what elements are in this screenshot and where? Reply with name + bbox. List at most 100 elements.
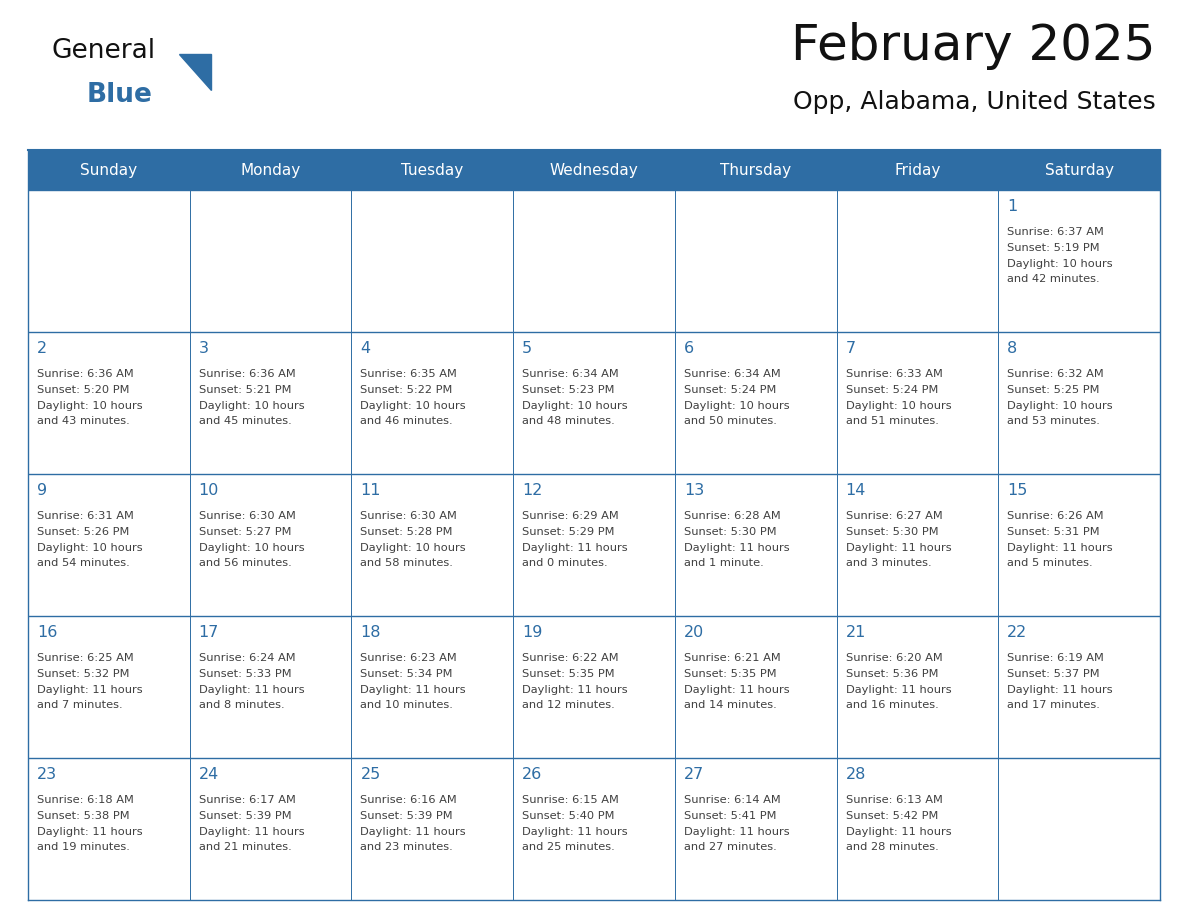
Bar bbox=[513, 616, 675, 758]
Text: February 2025: February 2025 bbox=[791, 22, 1156, 70]
Text: 7: 7 bbox=[846, 341, 855, 356]
Text: 8: 8 bbox=[1007, 341, 1018, 356]
Text: 1: 1 bbox=[1007, 199, 1018, 214]
Bar bbox=[836, 332, 998, 474]
Bar bbox=[352, 758, 513, 900]
Text: Daylight: 10 hours: Daylight: 10 hours bbox=[360, 400, 466, 410]
Text: Daylight: 11 hours: Daylight: 11 hours bbox=[1007, 685, 1113, 695]
Text: and 46 minutes.: and 46 minutes. bbox=[360, 417, 453, 426]
Text: and 51 minutes.: and 51 minutes. bbox=[846, 417, 939, 426]
Text: 15: 15 bbox=[1007, 483, 1028, 498]
Text: Saturday: Saturday bbox=[1044, 162, 1113, 177]
Text: Sunset: 5:35 PM: Sunset: 5:35 PM bbox=[523, 669, 614, 678]
Text: Sunrise: 6:33 AM: Sunrise: 6:33 AM bbox=[846, 369, 942, 379]
Text: Sunrise: 6:14 AM: Sunrise: 6:14 AM bbox=[684, 795, 781, 805]
Text: 6: 6 bbox=[684, 341, 694, 356]
Text: Sunrise: 6:37 AM: Sunrise: 6:37 AM bbox=[1007, 227, 1104, 237]
Bar bbox=[352, 332, 513, 474]
Text: Sunset: 5:33 PM: Sunset: 5:33 PM bbox=[198, 669, 291, 678]
Text: and 42 minutes.: and 42 minutes. bbox=[1007, 274, 1100, 285]
Text: Sunset: 5:39 PM: Sunset: 5:39 PM bbox=[198, 811, 291, 821]
Text: Sunset: 5:34 PM: Sunset: 5:34 PM bbox=[360, 669, 453, 678]
Text: 13: 13 bbox=[684, 483, 704, 498]
Text: Sunrise: 6:18 AM: Sunrise: 6:18 AM bbox=[37, 795, 134, 805]
Bar bbox=[29, 616, 190, 758]
Bar bbox=[29, 758, 190, 900]
Bar bbox=[29, 474, 190, 616]
Text: and 43 minutes.: and 43 minutes. bbox=[37, 417, 129, 426]
Text: Daylight: 11 hours: Daylight: 11 hours bbox=[523, 826, 627, 836]
Bar bbox=[29, 150, 1159, 190]
Text: Sunrise: 6:28 AM: Sunrise: 6:28 AM bbox=[684, 511, 781, 521]
Text: and 25 minutes.: and 25 minutes. bbox=[523, 843, 615, 853]
Bar bbox=[29, 332, 190, 474]
Text: Sunrise: 6:36 AM: Sunrise: 6:36 AM bbox=[198, 369, 296, 379]
Bar bbox=[190, 616, 352, 758]
Text: Sunset: 5:39 PM: Sunset: 5:39 PM bbox=[360, 811, 453, 821]
Text: and 58 minutes.: and 58 minutes. bbox=[360, 558, 454, 568]
Text: Sunrise: 6:34 AM: Sunrise: 6:34 AM bbox=[523, 369, 619, 379]
Text: Sunset: 5:29 PM: Sunset: 5:29 PM bbox=[523, 527, 614, 537]
Text: Sunset: 5:41 PM: Sunset: 5:41 PM bbox=[684, 811, 776, 821]
Text: Sunrise: 6:25 AM: Sunrise: 6:25 AM bbox=[37, 653, 134, 663]
Text: Sunset: 5:30 PM: Sunset: 5:30 PM bbox=[684, 527, 777, 537]
Text: Daylight: 11 hours: Daylight: 11 hours bbox=[523, 543, 627, 553]
Text: 24: 24 bbox=[198, 767, 219, 782]
Bar bbox=[836, 616, 998, 758]
Text: Daylight: 11 hours: Daylight: 11 hours bbox=[1007, 543, 1113, 553]
Text: 9: 9 bbox=[37, 483, 48, 498]
Bar bbox=[513, 758, 675, 900]
Text: Daylight: 11 hours: Daylight: 11 hours bbox=[198, 685, 304, 695]
Text: 18: 18 bbox=[360, 625, 381, 640]
Text: and 27 minutes.: and 27 minutes. bbox=[684, 843, 777, 853]
Text: Sunrise: 6:30 AM: Sunrise: 6:30 AM bbox=[198, 511, 296, 521]
Text: Monday: Monday bbox=[240, 162, 301, 177]
Text: Sunset: 5:32 PM: Sunset: 5:32 PM bbox=[37, 669, 129, 678]
Text: and 1 minute.: and 1 minute. bbox=[684, 558, 764, 568]
Text: Daylight: 11 hours: Daylight: 11 hours bbox=[684, 826, 790, 836]
Text: Friday: Friday bbox=[895, 162, 941, 177]
Text: 14: 14 bbox=[846, 483, 866, 498]
Text: Sunset: 5:19 PM: Sunset: 5:19 PM bbox=[1007, 242, 1100, 252]
Text: 16: 16 bbox=[37, 625, 57, 640]
Text: Tuesday: Tuesday bbox=[402, 162, 463, 177]
Text: Daylight: 11 hours: Daylight: 11 hours bbox=[198, 826, 304, 836]
Text: Sunset: 5:35 PM: Sunset: 5:35 PM bbox=[684, 669, 777, 678]
Text: 23: 23 bbox=[37, 767, 57, 782]
Text: Daylight: 10 hours: Daylight: 10 hours bbox=[198, 543, 304, 553]
Text: Sunset: 5:28 PM: Sunset: 5:28 PM bbox=[360, 527, 453, 537]
Bar bbox=[29, 190, 190, 332]
Text: Sunset: 5:27 PM: Sunset: 5:27 PM bbox=[198, 527, 291, 537]
Text: Daylight: 11 hours: Daylight: 11 hours bbox=[37, 826, 143, 836]
Bar bbox=[190, 190, 352, 332]
Text: 27: 27 bbox=[684, 767, 704, 782]
Text: Sunrise: 6:30 AM: Sunrise: 6:30 AM bbox=[360, 511, 457, 521]
Text: Sunrise: 6:21 AM: Sunrise: 6:21 AM bbox=[684, 653, 781, 663]
Text: and 3 minutes.: and 3 minutes. bbox=[846, 558, 931, 568]
Text: Sunset: 5:25 PM: Sunset: 5:25 PM bbox=[1007, 385, 1100, 395]
Text: and 5 minutes.: and 5 minutes. bbox=[1007, 558, 1093, 568]
Text: and 28 minutes.: and 28 minutes. bbox=[846, 843, 939, 853]
Text: Daylight: 11 hours: Daylight: 11 hours bbox=[37, 685, 143, 695]
Text: and 50 minutes.: and 50 minutes. bbox=[684, 417, 777, 426]
Text: Sunrise: 6:15 AM: Sunrise: 6:15 AM bbox=[523, 795, 619, 805]
Text: and 7 minutes.: and 7 minutes. bbox=[37, 700, 122, 711]
Text: and 19 minutes.: and 19 minutes. bbox=[37, 843, 129, 853]
Text: and 53 minutes.: and 53 minutes. bbox=[1007, 417, 1100, 426]
Bar bbox=[513, 332, 675, 474]
Text: Sunrise: 6:19 AM: Sunrise: 6:19 AM bbox=[1007, 653, 1104, 663]
Bar bbox=[675, 758, 836, 900]
Text: Daylight: 11 hours: Daylight: 11 hours bbox=[360, 685, 466, 695]
Text: 22: 22 bbox=[1007, 625, 1028, 640]
Text: Sunset: 5:26 PM: Sunset: 5:26 PM bbox=[37, 527, 129, 537]
Text: Daylight: 11 hours: Daylight: 11 hours bbox=[846, 826, 952, 836]
Text: 12: 12 bbox=[523, 483, 543, 498]
Text: Daylight: 11 hours: Daylight: 11 hours bbox=[846, 543, 952, 553]
Text: Sunrise: 6:35 AM: Sunrise: 6:35 AM bbox=[360, 369, 457, 379]
Text: Sunset: 5:21 PM: Sunset: 5:21 PM bbox=[198, 385, 291, 395]
Polygon shape bbox=[179, 54, 211, 90]
Text: Daylight: 10 hours: Daylight: 10 hours bbox=[1007, 259, 1113, 269]
Text: and 12 minutes.: and 12 minutes. bbox=[523, 700, 615, 711]
Text: 5: 5 bbox=[523, 341, 532, 356]
Text: Sunset: 5:30 PM: Sunset: 5:30 PM bbox=[846, 527, 939, 537]
